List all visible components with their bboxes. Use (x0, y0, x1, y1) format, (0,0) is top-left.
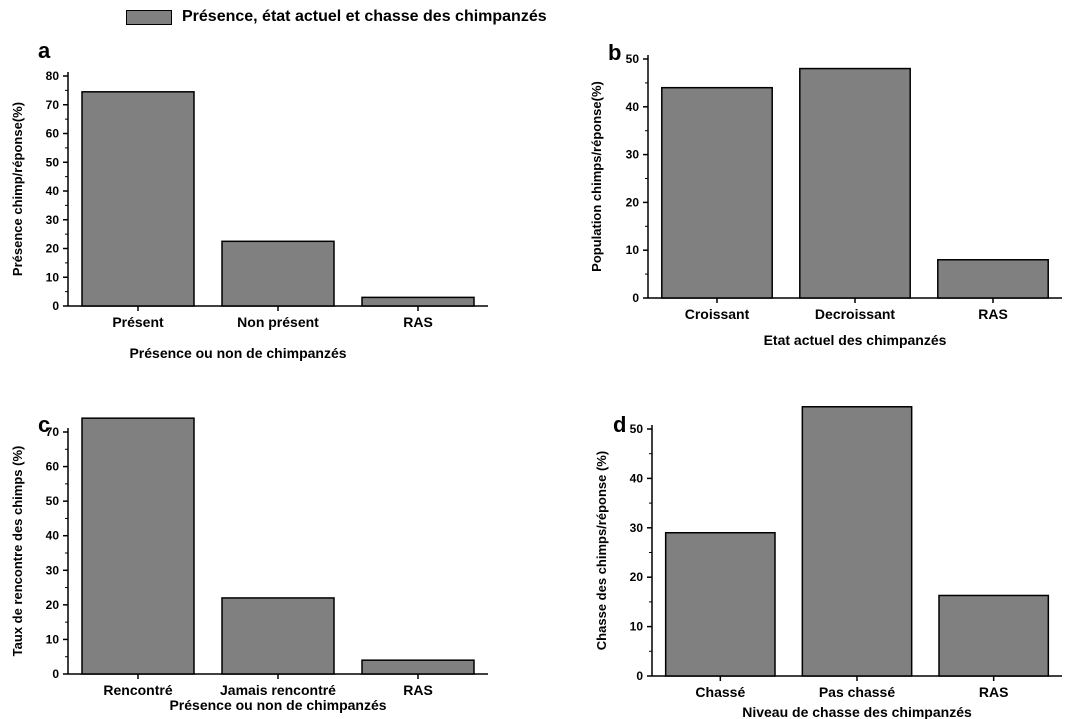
y-tick-label: 60 (46, 127, 60, 141)
y-tick-label: 10 (46, 270, 60, 284)
y-tick-label: 20 (626, 195, 640, 209)
bar (361, 659, 475, 675)
y-tick-label: 30 (46, 213, 60, 227)
panel-letter: a (38, 38, 51, 63)
bar (799, 67, 911, 299)
x-tick-label: Non présent (237, 314, 319, 330)
y-tick-label: 70 (46, 98, 60, 112)
y-tick-label: 70 (46, 425, 60, 439)
bar (221, 597, 335, 675)
bar (801, 406, 913, 677)
y-tick-label: 50 (46, 494, 60, 508)
chart-panel-d: d 0 10 20 30 40 50 Chassé Pas chassé RAS Niveau de… (594, 406, 1062, 719)
chart-panel-a: a 0 10 20 30 40 50 60 70 80 Présent Non présent RAS P… (10, 38, 488, 361)
panel-letter: c (38, 412, 50, 437)
chart-panel-c: c 0 10 20 30 40 50 60 70 Rencontré Jamais rencontr… (10, 412, 488, 713)
bar (937, 259, 1049, 299)
bar (664, 531, 776, 677)
y-tick-label: 40 (46, 529, 60, 543)
y-tick-label: 20 (46, 242, 60, 256)
x-tick-label: Présent (112, 314, 164, 330)
panel-letter: b (608, 40, 621, 65)
x-axis-title: Présence ou non de chimpanzés (129, 345, 346, 361)
legend: Présence, état actuel et chasse des chim… (126, 8, 547, 26)
y-tick-label: 0 (636, 669, 643, 683)
x-tick-label: Decroissant (815, 306, 895, 322)
x-tick-label: Pas chassé (819, 684, 895, 700)
y-tick-label: 30 (46, 563, 60, 577)
y-tick-label: 10 (626, 243, 640, 257)
y-tick-label: 20 (46, 598, 60, 612)
bar (81, 91, 195, 307)
y-tick-label: 10 (630, 620, 644, 634)
y-tick-label: 30 (626, 148, 640, 162)
x-tick-label: Jamais rencontré (220, 682, 336, 698)
y-axis-title: Chasse des chimps/réponse (%) (594, 451, 609, 650)
legend-label: Présence, état actuel et chasse des chim… (182, 8, 547, 25)
x-axis-title: Présence ou non de chimpanzés (169, 697, 386, 713)
legend-swatch (126, 9, 172, 25)
bar (938, 594, 1050, 677)
x-tick-label: RAS (403, 314, 433, 330)
y-tick-label: 30 (630, 521, 644, 535)
y-tick-label: 20 (630, 570, 644, 584)
panel-letter: d (613, 412, 626, 437)
y-axis-title: Taux de rencontre des chimps (%) (10, 446, 25, 657)
y-tick-label: 50 (630, 422, 644, 436)
y-axis-title: Population chimps/réponse(%) (589, 81, 604, 272)
bar (221, 240, 335, 307)
y-tick-label: 80 (46, 69, 60, 83)
x-tick-label: Chassé (695, 684, 745, 700)
y-tick-label: 0 (632, 291, 639, 305)
x-tick-label: Croissant (685, 306, 750, 322)
y-tick-label: 40 (630, 471, 644, 485)
y-axis-title: Présence chimp/réponse(%) (10, 102, 25, 276)
x-axis-title: Niveau de chasse des chimpanzés (742, 704, 972, 719)
x-tick-label: RAS (978, 306, 1008, 322)
x-tick-label: RAS (979, 684, 1009, 700)
bar (81, 417, 195, 675)
y-tick-label: 60 (46, 460, 60, 474)
chart-panel-b: b 0 10 20 30 40 50 Croissant Decroissant RAS Etat … (589, 40, 1062, 348)
y-tick-label: 0 (52, 299, 59, 313)
x-tick-label: Rencontré (103, 682, 172, 698)
y-tick-label: 40 (626, 100, 640, 114)
y-tick-label: 10 (46, 632, 60, 646)
y-tick-label: 0 (52, 667, 59, 681)
bar (661, 86, 773, 299)
y-tick-label: 50 (46, 155, 60, 169)
bar (361, 296, 475, 307)
x-axis-title: Etat actuel des chimpanzés (764, 332, 947, 348)
y-tick-label: 50 (626, 52, 640, 66)
y-tick-label: 40 (46, 184, 60, 198)
x-tick-label: RAS (403, 682, 433, 698)
